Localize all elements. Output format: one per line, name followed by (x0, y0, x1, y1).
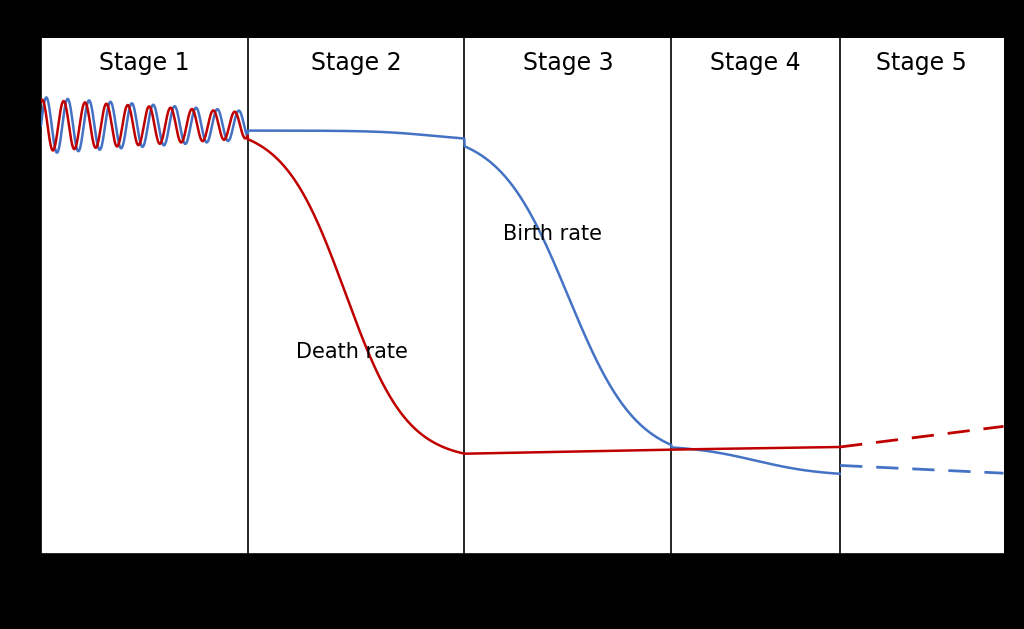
Text: Death rate: Death rate (296, 342, 408, 362)
Text: Stage 1: Stage 1 (99, 50, 189, 75)
Text: Birth rate: Birth rate (503, 224, 602, 243)
Text: Stage 5: Stage 5 (877, 50, 967, 75)
Text: Stage 3: Stage 3 (522, 50, 613, 75)
Text: Stage 2: Stage 2 (311, 50, 401, 75)
Text: Stage 4: Stage 4 (711, 50, 801, 75)
